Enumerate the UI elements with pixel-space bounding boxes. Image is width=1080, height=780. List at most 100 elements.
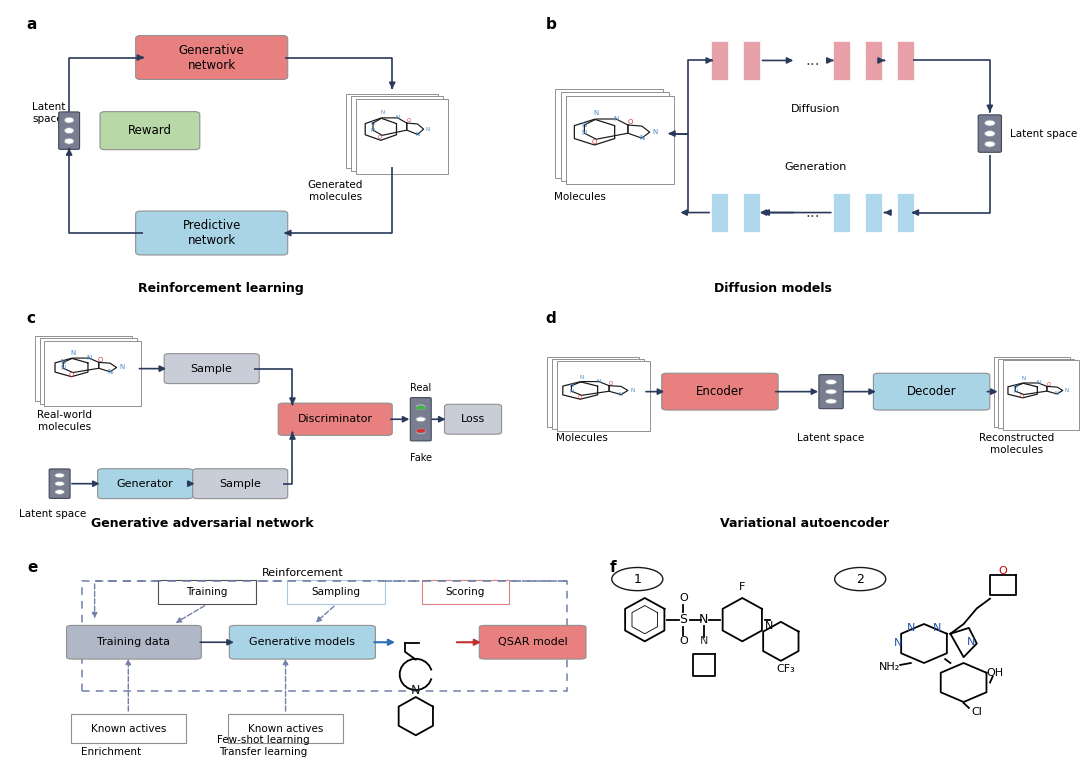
Text: Latent space: Latent space — [797, 433, 865, 443]
Circle shape — [825, 399, 837, 404]
FancyBboxPatch shape — [552, 359, 645, 429]
FancyBboxPatch shape — [71, 714, 186, 743]
Text: O: O — [578, 395, 582, 399]
Text: N: N — [1036, 381, 1040, 385]
FancyBboxPatch shape — [100, 112, 200, 150]
Text: Reconstructed
molecules: Reconstructed molecules — [978, 433, 1054, 455]
FancyBboxPatch shape — [567, 95, 674, 185]
Text: f: f — [609, 560, 616, 575]
FancyBboxPatch shape — [192, 469, 287, 498]
Text: Predictive
network: Predictive network — [183, 219, 241, 247]
Circle shape — [611, 568, 663, 590]
Text: c: c — [26, 311, 36, 326]
FancyBboxPatch shape — [35, 336, 132, 401]
FancyBboxPatch shape — [445, 404, 501, 434]
FancyBboxPatch shape — [743, 41, 760, 80]
Text: Molecules: Molecules — [556, 433, 608, 443]
Text: Reinforcement learning: Reinforcement learning — [138, 282, 305, 295]
FancyBboxPatch shape — [555, 89, 663, 178]
Circle shape — [985, 141, 995, 147]
Text: Fake: Fake — [409, 452, 432, 463]
Text: N: N — [580, 374, 584, 380]
FancyBboxPatch shape — [158, 580, 256, 604]
FancyBboxPatch shape — [819, 374, 843, 409]
Text: N: N — [699, 613, 708, 626]
Text: N: N — [416, 132, 419, 136]
FancyBboxPatch shape — [480, 626, 586, 659]
FancyBboxPatch shape — [833, 41, 850, 80]
FancyBboxPatch shape — [58, 112, 80, 150]
Text: Known actives: Known actives — [91, 724, 166, 734]
FancyBboxPatch shape — [229, 626, 376, 659]
Text: O: O — [999, 566, 1008, 576]
Text: O: O — [378, 135, 382, 140]
Text: Sampling: Sampling — [312, 587, 361, 597]
FancyBboxPatch shape — [833, 193, 850, 232]
Circle shape — [416, 429, 426, 434]
Text: N: N — [370, 121, 375, 126]
Text: N: N — [933, 623, 942, 633]
FancyBboxPatch shape — [50, 469, 70, 498]
FancyBboxPatch shape — [97, 469, 192, 498]
FancyBboxPatch shape — [896, 41, 914, 80]
Text: N: N — [1022, 377, 1026, 381]
Text: O: O — [609, 381, 613, 386]
Text: N: N — [1055, 392, 1059, 396]
Text: N: N — [766, 621, 773, 631]
Text: N: N — [370, 128, 375, 133]
Circle shape — [835, 568, 886, 590]
Text: Diffusion models: Diffusion models — [714, 282, 832, 295]
Circle shape — [65, 117, 73, 123]
Text: O: O — [98, 357, 104, 363]
FancyBboxPatch shape — [351, 97, 443, 171]
FancyBboxPatch shape — [896, 193, 914, 232]
Text: NH₂: NH₂ — [879, 662, 901, 672]
Text: Cl: Cl — [971, 707, 982, 717]
Circle shape — [65, 128, 73, 133]
FancyBboxPatch shape — [557, 361, 649, 431]
Text: N: N — [70, 350, 76, 356]
Text: N: N — [411, 683, 420, 697]
Text: Latent
space: Latent space — [32, 102, 66, 124]
Circle shape — [416, 417, 426, 421]
Text: Generated
molecules: Generated molecules — [308, 180, 363, 202]
FancyBboxPatch shape — [998, 359, 1075, 428]
FancyBboxPatch shape — [279, 403, 392, 435]
Text: e: e — [27, 560, 38, 575]
Text: O: O — [591, 139, 596, 145]
Text: Generative adversarial network: Generative adversarial network — [91, 516, 313, 530]
FancyBboxPatch shape — [662, 374, 778, 410]
Text: N: N — [619, 392, 623, 397]
Text: N: N — [1013, 384, 1017, 389]
FancyBboxPatch shape — [743, 193, 760, 232]
Text: ...: ... — [806, 205, 820, 220]
Text: OH: OH — [987, 668, 1003, 678]
Circle shape — [416, 428, 426, 433]
Circle shape — [55, 481, 65, 486]
Text: Reward: Reward — [127, 124, 172, 137]
FancyBboxPatch shape — [874, 374, 990, 410]
Text: Real: Real — [410, 383, 431, 393]
Text: N: N — [86, 355, 92, 361]
FancyBboxPatch shape — [865, 41, 882, 80]
FancyBboxPatch shape — [712, 193, 728, 232]
FancyBboxPatch shape — [422, 580, 509, 604]
Text: Sample: Sample — [191, 363, 232, 374]
Text: Discriminator: Discriminator — [298, 414, 373, 424]
Text: QSAR model: QSAR model — [498, 637, 567, 647]
Text: Training data: Training data — [97, 637, 171, 647]
FancyBboxPatch shape — [40, 339, 136, 403]
Text: Real-world
molecules: Real-world molecules — [37, 410, 92, 431]
FancyBboxPatch shape — [865, 193, 882, 232]
Text: N: N — [613, 116, 619, 122]
FancyBboxPatch shape — [136, 211, 287, 255]
Text: N: N — [582, 122, 588, 128]
Text: Loss: Loss — [461, 414, 485, 424]
Text: Training: Training — [186, 587, 228, 597]
FancyBboxPatch shape — [44, 341, 141, 406]
Text: N: N — [60, 365, 66, 371]
Text: N: N — [631, 388, 635, 393]
Text: N: N — [1013, 388, 1017, 394]
Text: N: N — [60, 360, 66, 365]
Text: 1: 1 — [633, 573, 642, 586]
